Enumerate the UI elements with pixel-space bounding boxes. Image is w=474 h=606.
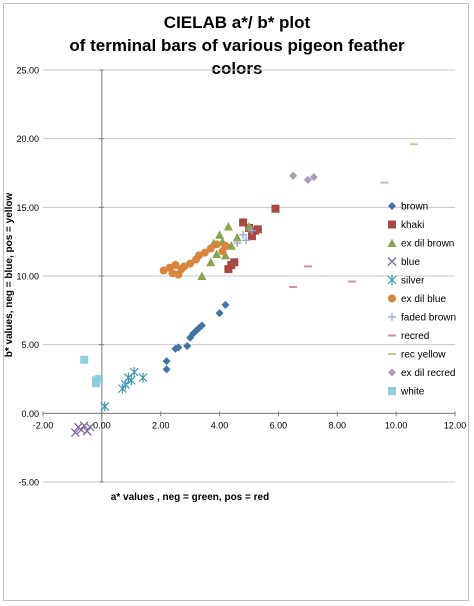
- data-point-khaki: [253, 225, 262, 234]
- x-tick-label: 6.00: [270, 420, 288, 430]
- x-tick-label: 12.00: [444, 420, 467, 430]
- data-point-ex-dil-recred: [289, 171, 298, 180]
- chart-title-line-3: colors: [211, 59, 263, 78]
- y-axis-label: b* values, neg = blue, pos = yellow: [4, 193, 15, 358]
- data-point-ex-dil-brown: [226, 241, 236, 250]
- data-point-khaki: [230, 258, 239, 267]
- data-point-brown: [215, 309, 224, 318]
- chart-frame: [3, 3, 469, 601]
- x-tick-label: 0.00: [93, 420, 111, 430]
- data-point-ex-dil-brown: [220, 250, 230, 260]
- data-point-faded-brown: [242, 236, 251, 245]
- data-point-faded-brown: [247, 226, 256, 235]
- x-tick-label: 10.00: [385, 420, 408, 430]
- legend-marker-ex-dil-blue: [388, 294, 396, 303]
- data-point-ex-dil-blue: [206, 244, 215, 253]
- x-tick-label: 2.00: [152, 420, 170, 430]
- data-point-ex-dil-blue: [171, 261, 180, 270]
- data-point-blue: [82, 426, 92, 436]
- data-point-brown: [183, 342, 192, 351]
- chart-title-line-2: of terminal bars of various pigeon feath…: [69, 36, 405, 55]
- axes: [42, 69, 456, 483]
- data-point-ex-dil-blue: [221, 241, 230, 250]
- y-tick-label: -5.00: [18, 478, 39, 488]
- data-point-ex-dil-brown: [212, 249, 222, 259]
- legend-label-faded-brown: faded brown: [401, 313, 456, 324]
- legend-marker-ex-dil-recred: [388, 368, 396, 377]
- legend-marker-silver: [387, 275, 397, 285]
- data-point-white: [91, 379, 100, 388]
- data-point-ex-dil-blue: [212, 240, 221, 249]
- y-tick-label: 15.00: [16, 203, 39, 213]
- legend-label-silver: silver: [401, 276, 425, 287]
- y-tick-label: 10.00: [16, 272, 39, 282]
- legend-label-khaki: khaki: [401, 220, 424, 231]
- legend-marker-brown: [388, 202, 396, 210]
- x-tick-label: 4.00: [211, 420, 229, 430]
- y-tick-label: 25.00: [16, 66, 39, 76]
- legend-marker-ex-dil-brown: [387, 238, 397, 247]
- y-tick-label: 0.00: [21, 409, 39, 419]
- legend-marker-khaki: [388, 220, 396, 229]
- data-point-ex-dil-brown: [232, 233, 242, 242]
- legend-label-ex-dil-recred: ex dil recred: [401, 368, 455, 379]
- x-tick-label: -2.00: [33, 420, 54, 430]
- data-point-khaki: [239, 218, 248, 227]
- data-point-brown: [162, 365, 171, 374]
- x-tick-label: 8.00: [329, 420, 347, 430]
- y-tick-label: 5.00: [21, 340, 39, 350]
- data-point-ex-dil-recred: [309, 173, 318, 182]
- data-point-silver: [129, 367, 139, 378]
- legend-label-white: white: [400, 387, 425, 398]
- data-point-white: [80, 355, 89, 364]
- data-point-ex-dil-recred: [303, 175, 312, 184]
- y-tick-label: 20.00: [16, 134, 39, 144]
- data-point-brown: [197, 321, 206, 330]
- legend-marker-white: [388, 387, 396, 395]
- data-points: [70, 143, 418, 438]
- data-point-brown: [162, 357, 171, 366]
- data-point-silver: [100, 401, 110, 412]
- data-point-ex-dil-blue: [200, 248, 209, 257]
- data-point-ex-dil-blue: [186, 259, 195, 268]
- data-point-blue: [70, 428, 80, 438]
- data-point-ex-dil-brown: [215, 230, 225, 239]
- data-point-brown: [221, 300, 230, 309]
- data-point-ex-dil-brown: [244, 222, 254, 231]
- data-point-ex-dil-brown: [223, 222, 233, 231]
- data-point-khaki: [247, 232, 256, 241]
- data-point-khaki: [271, 204, 280, 213]
- data-point-silver: [138, 372, 148, 383]
- legend: brown khaki ex dil brown blue silver ex dil b…: [387, 202, 456, 398]
- data-point-ex-dil-brown: [206, 257, 216, 267]
- data-point-ex-dil-brown: [197, 271, 207, 280]
- data-point-faded-brown: [233, 239, 242, 248]
- legend-label-brown: brown: [401, 202, 428, 213]
- legend-label-ex-dil-blue: ex dil blue: [401, 294, 446, 305]
- chart-title-line-1: CIELAB a*/ b* plot: [163, 13, 311, 32]
- legend-label-blue: blue: [401, 257, 420, 268]
- data-point-blue: [85, 422, 95, 432]
- data-point-khaki: [224, 265, 233, 274]
- legend-label-recred: recred: [401, 331, 429, 342]
- legend-marker-faded-brown: [388, 313, 396, 321]
- data-point-faded-brown: [239, 230, 248, 239]
- data-point-brown: [174, 343, 183, 352]
- legend-marker-blue: [387, 257, 397, 266]
- x-axis-label: a* values , neg = green, pos = red: [111, 492, 269, 503]
- legend-label-rec-yellow: rec yellow: [401, 350, 446, 361]
- data-point-silver: [126, 375, 136, 386]
- legend-label-ex-dil-brown: ex dil brown: [401, 239, 454, 250]
- data-point-white: [94, 375, 103, 383]
